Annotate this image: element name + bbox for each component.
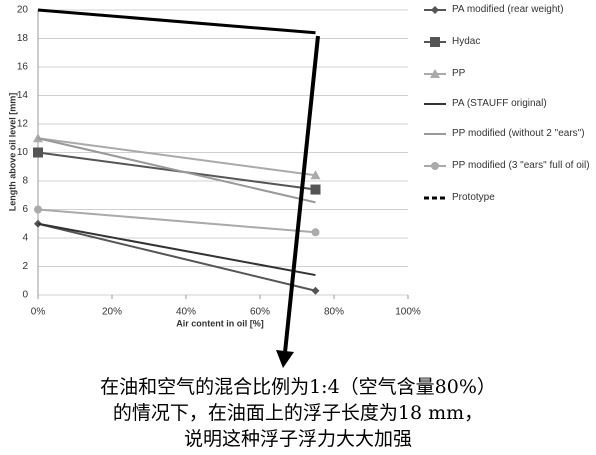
legend-label: PP	[452, 68, 466, 79]
marker-circle	[311, 228, 320, 237]
marker-square	[33, 147, 43, 158]
x-tick-label: 80%	[324, 307, 344, 318]
y-axis-label: Length above oil level [mm]	[7, 93, 17, 212]
x-tick-label: 20%	[102, 307, 122, 318]
x-axis-label: Air content in oil [%]	[176, 318, 264, 328]
y-tick-label: 12	[17, 119, 29, 130]
marker-circle	[431, 162, 439, 170]
marker-diamond	[431, 6, 439, 14]
marker-circle	[34, 205, 42, 214]
annotation-arrow	[282, 35, 320, 363]
legend-label: PA modified (rear weight)	[452, 4, 564, 15]
x-tick-label: 40%	[176, 307, 196, 318]
marker-square	[430, 37, 440, 47]
series-line	[37, 137, 316, 204]
annotation-text: 说明这种浮子浮力大大加强	[183, 428, 412, 450]
marker-triangle	[33, 133, 43, 143]
y-tick-label: 2	[22, 261, 28, 272]
arrow-head	[276, 350, 294, 368]
y-tick-label: 20	[17, 5, 29, 16]
y-tick-label: 6	[22, 204, 28, 215]
legend-label: PP modified (without 2 "ears")	[452, 128, 585, 139]
series-line	[37, 137, 316, 177]
marker-diamond	[311, 286, 320, 295]
y-tick-label: 14	[17, 90, 29, 101]
marker-triangle	[430, 69, 440, 78]
series-line	[37, 208, 316, 234]
y-tick-label: 16	[17, 62, 29, 73]
legend-label: Hydac	[452, 36, 481, 47]
x-tick-label: 0%	[31, 307, 46, 318]
series-line	[37, 8, 316, 35]
series-line	[37, 222, 316, 277]
annotation-text: 在油和空气的混合比例为1:4（空气含量80%）	[100, 376, 496, 398]
y-tick-label: 4	[22, 233, 28, 244]
y-tick-label: 0	[22, 290, 28, 301]
x-tick-label: 100%	[395, 307, 421, 318]
x-tick-label: 60%	[250, 307, 270, 318]
marker-triangle	[310, 170, 321, 180]
plot-area: 0 2 4 6 8 10 12 14 16 18 20 0% 20% 40% 60% 80% 100%	[17, 5, 421, 318]
y-tick-label: 10	[17, 147, 29, 158]
series-line	[37, 222, 316, 292]
marker-square	[310, 184, 321, 195]
legend-label: PP modified (3 "ears" full of oil)	[452, 160, 590, 171]
legend-label: PA (STAUFF original)	[452, 98, 547, 109]
legend-label: Prototype	[452, 192, 495, 203]
annotation-text: 的情况下，在油面上的浮子长度为18 mm，	[112, 402, 484, 424]
y-tick-label: 18	[17, 33, 29, 44]
y-tick-label: 8	[22, 176, 28, 187]
